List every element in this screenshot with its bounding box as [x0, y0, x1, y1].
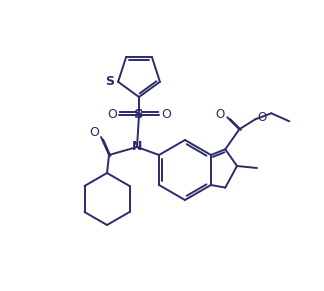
Text: S: S — [134, 109, 144, 122]
Text: O: O — [107, 109, 117, 122]
Text: S: S — [106, 75, 115, 88]
Text: O: O — [258, 111, 267, 124]
Text: N: N — [132, 141, 142, 153]
Text: O: O — [216, 108, 225, 121]
Text: O: O — [89, 125, 99, 139]
Text: O: O — [161, 109, 171, 122]
